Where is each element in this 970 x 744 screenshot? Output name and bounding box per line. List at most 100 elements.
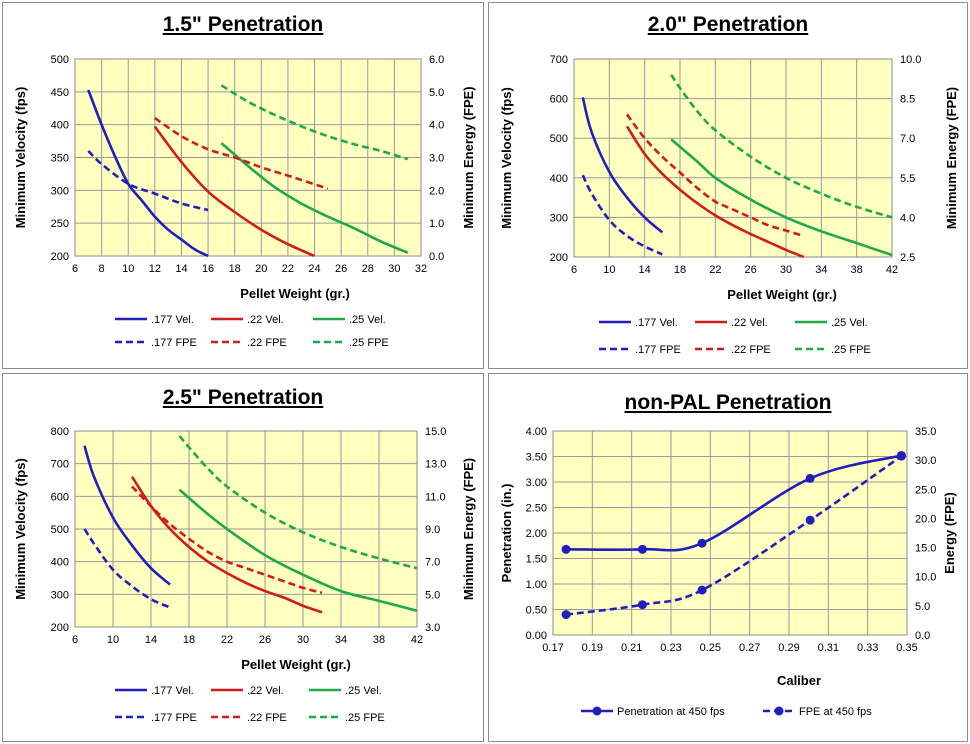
- y-axis-label: Minimum Velocity (fps): [499, 87, 514, 229]
- series-line: [178, 488, 418, 612]
- chart-svg: 6 10 14 18 22 26 30 34 38 42 200 300 400 500 600 700 2.5…: [499, 54, 959, 356]
- x-tick-label: 26: [335, 263, 347, 275]
- y-axis-label: Minimum Velocity (fps): [13, 87, 28, 229]
- x-tick-label: 0.17: [542, 642, 563, 654]
- series-line: [220, 142, 409, 254]
- series-marker: [697, 538, 707, 548]
- y2-tick-label: 13.0: [425, 459, 446, 471]
- y-tick-label: 400: [51, 120, 69, 132]
- series-line: [670, 74, 893, 219]
- x-tick-label: 38: [851, 264, 863, 276]
- series-line: [87, 89, 209, 258]
- legend-label: .25 Vel.: [831, 317, 868, 329]
- series-marker: [561, 610, 571, 620]
- x-tick-label: 0.25: [700, 642, 721, 654]
- x-tick-label: 34: [815, 264, 827, 276]
- series-line: [131, 485, 323, 594]
- y2-tick-label: 30.0: [915, 455, 936, 467]
- x-tick-label: 6: [72, 263, 78, 275]
- legend-label: .25 FPE: [349, 337, 389, 349]
- y-tick-label: 400: [550, 173, 568, 185]
- y-tick-label: 200: [550, 252, 568, 264]
- y2-tick-label: 11.0: [425, 491, 446, 503]
- y2-tick-label: 3.0: [425, 622, 440, 634]
- y2-axis-label: Minimum Energy (FPE): [461, 86, 476, 228]
- plot-area: [573, 58, 893, 258]
- y2-tick-label: 5.0: [915, 601, 930, 613]
- legend-label: Penetration at 450 fps: [617, 706, 725, 718]
- x-tick-label: 0.31: [818, 642, 839, 654]
- chart-title: non-PAL Penetration: [624, 391, 832, 414]
- y2-tick-label: 35.0: [915, 426, 936, 438]
- series-line: [625, 125, 805, 259]
- chart-panel-3: 2.5" Penetration 6 10 14 18 22 26 30 34 38 42 200 3…: [2, 373, 484, 742]
- legend-label: .25 Vel.: [345, 685, 382, 697]
- y-tick-label: 2.00: [526, 528, 547, 540]
- legend-label: .25 FPE: [345, 712, 385, 724]
- y2-tick-label: 5.0: [425, 589, 440, 601]
- x-tick-label: 22: [709, 264, 721, 276]
- legend-label: .177 FPE: [151, 337, 197, 349]
- series-marker: [896, 451, 906, 461]
- y2-tick-label: 0.0: [429, 251, 444, 263]
- x-tick-label: 32: [415, 263, 427, 275]
- legend-label: .22 FPE: [247, 337, 287, 349]
- chart-panel-1: 1.5" Penetration 6 8 10 12 14 16 18 20 22 24 26 28 3…: [2, 2, 484, 369]
- x-axis-label: Pellet Weight (gr.): [727, 287, 837, 302]
- y-tick-label: 200: [51, 622, 69, 634]
- y-tick-label: 700: [51, 459, 69, 471]
- series-line: [83, 445, 171, 586]
- x-tick-label: 6: [571, 264, 577, 276]
- y-tick-label: 500: [51, 54, 69, 66]
- y-tick-label: 700: [550, 54, 568, 66]
- y2-tick-label: 6.0: [429, 54, 444, 66]
- chart-title: 1.5" Penetration: [162, 13, 324, 36]
- x-tick-label: 26: [259, 634, 271, 646]
- y2-tick-label: 0.0: [915, 630, 930, 642]
- series-line: [670, 138, 893, 257]
- legend-label: .177 Vel.: [635, 317, 678, 329]
- x-tick-label: 30: [388, 263, 400, 275]
- y-tick-label: 600: [550, 94, 568, 106]
- y-tick-label: 0.00: [526, 630, 547, 642]
- series-marker: [805, 473, 815, 483]
- x-tick-label: 14: [145, 634, 157, 646]
- x-tick-label: 42: [411, 634, 423, 646]
- series-line: [153, 125, 316, 258]
- series-line: [87, 149, 209, 212]
- x-tick-label: 18: [674, 264, 686, 276]
- y2-tick-label: 25.0: [915, 484, 936, 496]
- y2-tick-label: 5.0: [429, 87, 444, 99]
- legend-label: .22 FPE: [731, 344, 771, 356]
- y-tick-label: 400: [51, 557, 69, 569]
- x-axis-label: Pellet Weight (gr.): [240, 286, 350, 301]
- y2-axis-label: Minimum Energy (FPE): [944, 87, 959, 229]
- x-tick-label: 10: [603, 264, 615, 276]
- x-tick-label: 16: [202, 263, 214, 275]
- series-line: [565, 454, 902, 552]
- y2-tick-label: 7.0: [425, 557, 440, 569]
- y-tick-label: 600: [51, 491, 69, 503]
- x-tick-label: 0.27: [739, 642, 760, 654]
- y-tick-label: 500: [51, 524, 69, 536]
- x-tick-label: 10: [122, 263, 134, 275]
- legend-marker: [592, 706, 602, 716]
- y2-tick-label: 5.5: [900, 173, 915, 185]
- x-tick-label: 30: [780, 264, 792, 276]
- series-line: [565, 455, 903, 616]
- chart-title: 2.0" Penetration: [647, 13, 809, 36]
- x-tick-label: 26: [745, 264, 757, 276]
- y-tick-label: 250: [51, 218, 69, 230]
- x-tick-label: 0.29: [778, 642, 799, 654]
- x-tick-label: 42: [886, 264, 898, 276]
- x-tick-label: 38: [373, 634, 385, 646]
- x-tick-label: 22: [221, 634, 233, 646]
- y2-tick-label: 9.0: [425, 524, 440, 536]
- y-tick-label: 300: [550, 212, 568, 224]
- series-marker: [561, 544, 571, 554]
- x-tick-label: 0.19: [582, 642, 603, 654]
- y2-tick-label: 20.0: [915, 513, 936, 525]
- y2-tick-label: 4.0: [900, 212, 915, 224]
- legend-label: .177 FPE: [151, 712, 197, 724]
- chart-svg: 0.17 0.19 0.21 0.23 0.25 0.27 0.29 0.31 0.33 0.35…: [499, 426, 957, 718]
